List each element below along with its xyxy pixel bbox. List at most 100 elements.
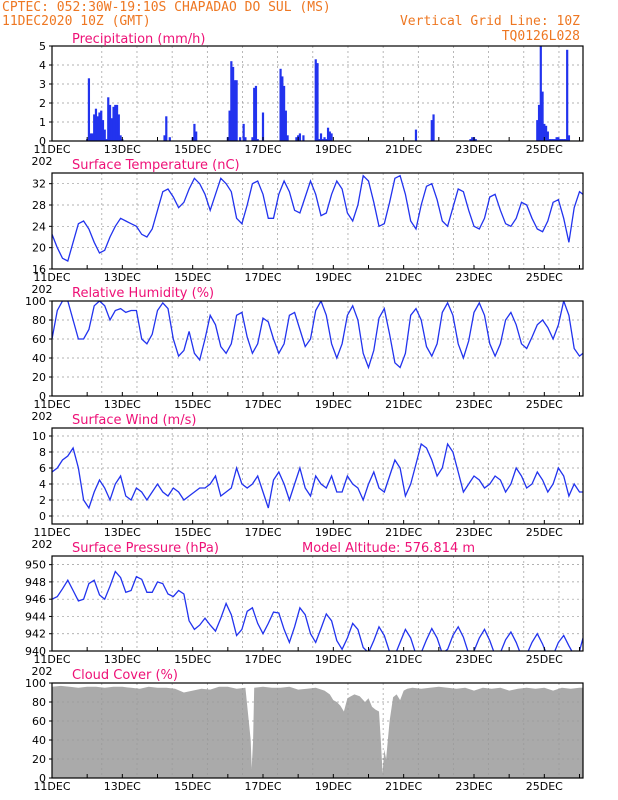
panel-frame: [51, 172, 584, 270]
series-line-rh: [52, 301, 583, 370]
x-tick-label: 17DEC: [244, 398, 281, 411]
precip-bar: [239, 137, 242, 141]
precip-bar: [323, 137, 326, 141]
panel-title: Precipitation (mm/h): [72, 32, 205, 47]
y-tick-label: 4: [39, 478, 46, 491]
precip-bar: [89, 133, 92, 141]
precip-bar: [165, 116, 168, 141]
y-tick-label: 10: [32, 430, 46, 443]
precip-bar: [115, 104, 119, 141]
x-tick-label: 19DEC: [315, 143, 352, 156]
precip-bar: [295, 137, 298, 141]
x-tick-label: 19DEC: [315, 780, 352, 793]
precip-bar: [298, 133, 302, 141]
x-tick-label: 23DEC: [455, 143, 492, 156]
x-tick-label: 17DEC: [244, 780, 281, 793]
panel-title: Surface Temperature (nC): [72, 158, 240, 173]
precip-bar: [552, 139, 555, 141]
precip-bar: [94, 108, 98, 141]
x-tick-label: 13DEC: [104, 526, 141, 539]
x-tick-label: 23DEC: [455, 526, 492, 539]
precip-bar: [316, 63, 319, 141]
precip-bar: [469, 139, 472, 141]
precip-bar: [432, 114, 435, 141]
vertical-grid-note: Vertical Grid Line: 10Z: [399, 14, 580, 29]
x-tick-label: 23DEC: [455, 271, 492, 284]
precip-bar: [279, 68, 282, 141]
precip-bar: [557, 137, 560, 141]
x-tick-label: 13DEC: [104, 780, 141, 793]
y-tick-label: 6: [39, 462, 46, 475]
precip-bar: [326, 127, 330, 141]
precip-bar: [550, 139, 553, 141]
x-tick-label: 15DEC: [174, 398, 211, 411]
precip-bar: [251, 137, 254, 141]
precip-bar: [103, 129, 106, 141]
precip-bar: [105, 139, 108, 141]
panel-annotation: Model Altitude: 576.814 m: [302, 541, 475, 556]
precip-bar: [539, 46, 542, 141]
precip-bar: [567, 135, 571, 141]
x-tick-label: 11DEC: [33, 143, 70, 156]
y-tick-label: 940: [25, 645, 46, 658]
precip-bar: [314, 59, 317, 141]
x-tick-label: 21DEC: [385, 143, 422, 156]
x-tick-label: 19DEC: [315, 526, 352, 539]
precip-bar: [244, 137, 247, 141]
run-datetime: 11DEC2020 10Z (GMT): [2, 14, 151, 29]
series-line-pres: [52, 570, 583, 651]
y-tick-label: 0: [39, 772, 46, 785]
y-tick-label: 5: [39, 40, 46, 53]
x-tick-label: 11DEC: [33, 398, 70, 411]
x-tick-label: 19DEC: [315, 271, 352, 284]
x-tick-label: 23DEC: [455, 780, 492, 793]
x-tick-label: 11DEC: [33, 271, 70, 284]
x-tick-label: 19DEC: [315, 398, 352, 411]
precip-bar: [546, 131, 549, 141]
x-tick-label: 13DEC: [104, 143, 141, 156]
precip-bar: [91, 133, 94, 141]
x-tick-label: 25DEC: [526, 143, 563, 156]
y-tick-label: 2: [39, 494, 46, 507]
precip-bar: [228, 110, 231, 141]
panel-frame: [51, 682, 584, 779]
precip-bar: [325, 139, 328, 141]
x-tick-label: 13DEC: [104, 653, 141, 666]
y-tick-label: 60: [32, 333, 46, 346]
x-tick-label: 21DEC: [385, 271, 422, 284]
precip-bar: [256, 139, 259, 141]
cloud-area: [52, 685, 583, 778]
panel-title: Relative Humidity (%): [72, 286, 214, 301]
precip-bar: [564, 139, 567, 141]
x-tick-label: 11DEC: [33, 653, 70, 666]
x-tick-label: 21DEC: [385, 398, 422, 411]
y-tick-label: 20: [32, 242, 46, 255]
panel-frame: [51, 45, 584, 142]
precip-bar: [430, 120, 433, 141]
precip-bar: [544, 125, 548, 141]
precip-bar: [261, 112, 265, 141]
x-tick-label: 15DEC: [174, 780, 211, 793]
precip-bar: [232, 66, 235, 141]
precip-bar: [168, 137, 171, 141]
panel-title: Surface Wind (m/s): [72, 413, 196, 428]
precip-bar: [96, 116, 99, 141]
station-title: CPTEC: 052:30W-19:10S CHAPADAO DO SUL (M…: [2, 0, 331, 15]
series-line-temp: [52, 174, 583, 262]
x-tick-label: 15DEC: [174, 653, 211, 666]
precip-bar: [536, 120, 539, 141]
y-tick-label: 60: [32, 715, 46, 728]
precip-bar: [282, 85, 286, 141]
x-tick-label: 21DEC: [385, 526, 422, 539]
panel-frame: [51, 427, 584, 525]
precip-bar: [553, 139, 556, 141]
precip-bar: [112, 106, 115, 141]
x-tick-label: 13DEC: [104, 398, 141, 411]
y-tick-label: 944: [25, 610, 46, 623]
y-tick-label: 4: [39, 59, 46, 72]
y-tick-label: 28: [32, 199, 46, 212]
precip-bar: [559, 139, 562, 141]
y-tick-label: 40: [32, 734, 46, 747]
x-tick-label: 17DEC: [244, 653, 281, 666]
